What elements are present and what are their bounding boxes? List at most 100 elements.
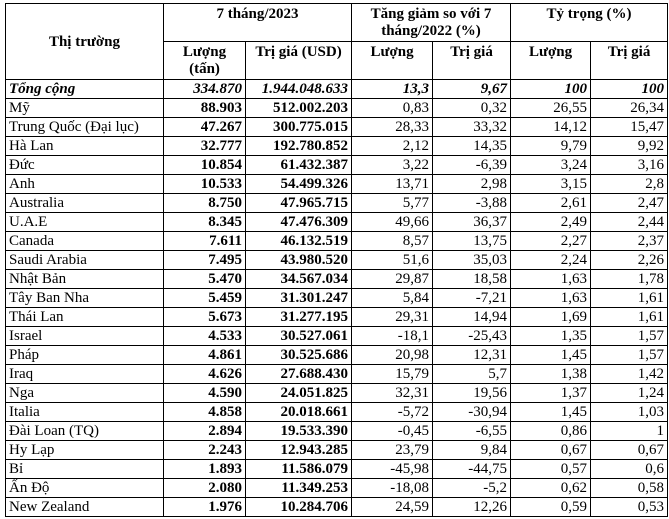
- table-row: Thái Lan 5.673 31.277.195 29,31 14,94 1,69 1,6…: [5, 307, 669, 327]
- cell-change-value: 9,84: [432, 440, 512, 460]
- cell-change-volume: 2,12: [351, 136, 434, 156]
- header-share-volume: Lượng: [510, 41, 592, 80]
- cell-value: 43.980.520: [244, 250, 353, 270]
- cell-market: Đức: [5, 155, 164, 175]
- cell-share-volume: 0,59: [510, 497, 592, 517]
- cell-market: Đài Loan (TQ): [5, 421, 164, 441]
- cell-volume: 10.533: [163, 174, 246, 194]
- cell-market: Pháp: [5, 345, 164, 365]
- cell-value: 30.527.061: [244, 326, 353, 346]
- cell-volume: 8.345: [163, 212, 246, 232]
- header-change-value: Trị giá: [432, 41, 512, 80]
- cell-change-value: 5,7: [432, 364, 512, 384]
- cell-change-volume: 20,98: [351, 345, 434, 365]
- cell-share-value: 9,92: [590, 136, 669, 156]
- table-row: Saudi Arabia 7.495 43.980.520 51,6 35,03 2,24…: [5, 250, 669, 270]
- header-period: 7 tháng/2023: [162, 3, 353, 42]
- cell-share-volume: 1,37: [510, 383, 592, 403]
- cell-change-value: 33,32: [432, 117, 512, 137]
- cell-share-volume: 1,63: [510, 288, 592, 308]
- table-row: Đức 10.854 61.432.387 3,22 -6,39 3,24 3,16: [5, 155, 669, 175]
- cell-share-value: 1,78: [590, 269, 669, 289]
- cell-value: 31.277.195: [244, 307, 353, 327]
- cell-market: Australia: [5, 193, 164, 213]
- cell-value: 20.018.661: [244, 402, 353, 422]
- cell-share-volume: 0,67: [510, 440, 592, 460]
- cell-share-value: 2,8: [590, 174, 669, 194]
- cell-market: Hy Lạp: [5, 440, 164, 460]
- cell-share-volume: 2,49: [510, 212, 592, 232]
- table-row: Iraq 4.626 27.688.430 15,79 5,7 1,38 1,42: [5, 364, 669, 384]
- table-row: Israel 4.533 30.527.061 -18,1 -25,43 1,35 1,57: [5, 326, 669, 346]
- cell-share-value: 1: [590, 421, 669, 441]
- cell-change-value: -44,75: [432, 459, 512, 479]
- cell-change-volume: 3,22: [351, 155, 434, 175]
- cell-change-volume: 13,3: [351, 79, 434, 99]
- cell-volume: 4.861: [163, 345, 246, 365]
- table-row: Trung Quốc (Đại lục) 47.267 300.775.015 28,…: [5, 117, 669, 137]
- cell-change-value: 2,98: [432, 174, 512, 194]
- cell-share-value: 26,34: [590, 98, 669, 118]
- cell-market: U.A.E: [5, 212, 164, 232]
- cell-share-volume: 3,15: [510, 174, 592, 194]
- cell-value: 34.567.034: [244, 269, 353, 289]
- cell-value: 300.775.015: [244, 117, 353, 137]
- cell-share-volume: 9,79: [510, 136, 592, 156]
- cell-change-value: -7,21: [432, 288, 512, 308]
- cell-share-value: 15,47: [590, 117, 669, 137]
- table-row: Hy Lạp 2.243 12.943.285 23,79 9,84 0,67 0,67: [5, 440, 669, 460]
- cell-share-volume: 3,24: [510, 155, 592, 175]
- cell-volume: 2.243: [163, 440, 246, 460]
- cell-volume: 4.590: [163, 383, 246, 403]
- cell-change-volume: 5,77: [351, 193, 434, 213]
- cell-value: 24.051.825: [244, 383, 353, 403]
- cell-change-volume: -18,08: [351, 478, 434, 498]
- cell-value: 11.349.253: [244, 478, 353, 498]
- cell-market: Nga: [5, 383, 164, 403]
- cell-volume: 7.611: [163, 231, 246, 251]
- cell-share-volume: 1,38: [510, 364, 592, 384]
- cell-volume: 1.893: [163, 459, 246, 479]
- cell-value: 61.432.387: [244, 155, 353, 175]
- cell-share-value: 0,58: [590, 478, 669, 498]
- cell-change-value: 12,31: [432, 345, 512, 365]
- cell-share-value: 1,03: [590, 402, 669, 422]
- cell-share-value: 2,44: [590, 212, 669, 232]
- total-row: Tổng cộng 334.870 1.944.048.633 13,3 9,67 100…: [5, 79, 669, 99]
- cell-market: New Zealand: [5, 497, 164, 517]
- cell-share-volume: 1,45: [510, 345, 592, 365]
- cell-change-volume: 13,71: [351, 174, 434, 194]
- cell-market: Bỉ: [5, 459, 164, 479]
- table-row: Nga 4.590 24.051.825 32,31 19,56 1,37 1,24: [5, 383, 669, 403]
- header-change-volume: Lượng: [351, 41, 434, 80]
- cell-change-value: 13,75: [432, 231, 512, 251]
- cell-market: Israel: [5, 326, 164, 346]
- cell-change-volume: 28,33: [351, 117, 434, 137]
- cell-value: 47.476.309: [244, 212, 353, 232]
- cell-volume: 4.858: [163, 402, 246, 422]
- cell-share-value: 1,57: [590, 345, 669, 365]
- cell-change-volume: 0,83: [351, 98, 434, 118]
- cell-volume: 32.777: [163, 136, 246, 156]
- table-row: Ấn Độ 2.080 11.349.253 -18,08 -5,2 0,62 0,58: [5, 478, 669, 498]
- header-change: Tăng giảm so với 7 tháng/2022 (%): [351, 3, 512, 42]
- header-value: Trị giá (USD): [244, 41, 353, 80]
- cell-share-volume: 26,55: [510, 98, 592, 118]
- table-row: Italia 4.858 20.018.661 -5,72 -30,94 1,45 1,03: [5, 402, 669, 422]
- cell-volume: 88.903: [163, 98, 246, 118]
- cell-change-value: 36,37: [432, 212, 512, 232]
- cell-share-value: 3,16: [590, 155, 669, 175]
- cell-value: 46.132.519: [244, 231, 353, 251]
- cell-change-value: -5,2: [432, 478, 512, 498]
- table-row: New Zealand 1.976 10.284.706 24,59 12,26 0,59…: [5, 497, 669, 517]
- cell-volume: 334.870: [163, 79, 246, 99]
- cell-volume: 5.673: [163, 307, 246, 327]
- cell-share-value: 2,37: [590, 231, 669, 251]
- cell-change-volume: -45,98: [351, 459, 434, 479]
- cell-share-volume: 1,35: [510, 326, 592, 346]
- table-row: U.A.E 8.345 47.476.309 49,66 36,37 2,49 2,44: [5, 212, 669, 232]
- cell-change-value: -25,43: [432, 326, 512, 346]
- cell-share-volume: 2,27: [510, 231, 592, 251]
- cell-change-volume: -18,1: [351, 326, 434, 346]
- cell-volume: 2.080: [163, 478, 246, 498]
